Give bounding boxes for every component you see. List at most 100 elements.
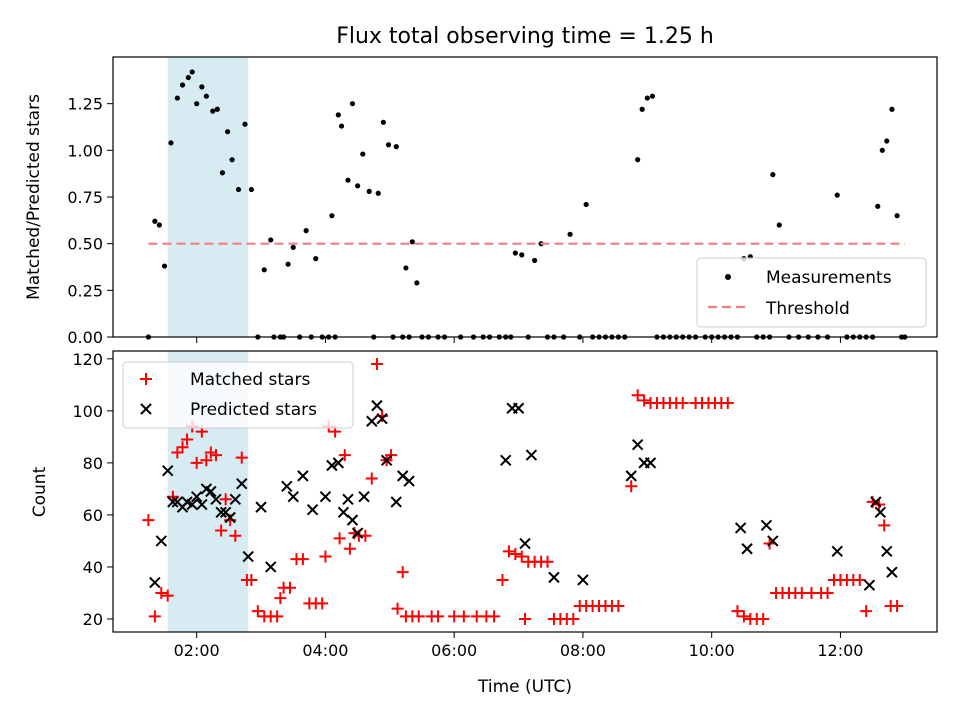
y-tick-label: 1.00: [67, 141, 103, 160]
x-tick-label: 02:00: [174, 641, 220, 660]
matched-star-point: [161, 589, 174, 602]
y-tick-label: 40: [83, 558, 103, 577]
measurement-point: [884, 138, 890, 144]
measurement-point: [235, 186, 242, 193]
measurement-point: [644, 95, 650, 101]
predicted-star-point: [831, 545, 843, 558]
bottom-axes: Time (UTC) Count 20 40 60 80 100 120 02:00 04:0…: [30, 350, 938, 697]
predicted-star-point: [210, 493, 222, 506]
predicted-star-point: [767, 535, 779, 547]
predicted-star-point: [625, 470, 637, 482]
measurement-point: [894, 213, 900, 219]
measurement-point: [219, 170, 226, 176]
measurement-point: [329, 213, 335, 219]
predicted-star-point: [167, 496, 179, 508]
top-axes-frame: [112, 56, 938, 338]
predicted-star-point: [319, 490, 332, 503]
measurement-point: [229, 157, 235, 163]
matched-star-point: [171, 446, 184, 459]
predicted-star-point: [874, 506, 887, 519]
measurement-point: [203, 93, 209, 99]
predicted-star-point: [886, 566, 898, 578]
top-legend: Measurements Threshold: [696, 257, 927, 328]
matched-star-point: [676, 397, 689, 410]
matched-star-point: [567, 612, 580, 625]
predicted-star-point: [525, 449, 538, 461]
matched-star-point: [229, 529, 242, 542]
measurement-point: [879, 147, 885, 153]
measurement-point: [889, 106, 895, 112]
measurement-point: [567, 231, 573, 237]
y-tick-label: 80: [83, 454, 103, 473]
measurement-point: [242, 121, 248, 127]
bottom-y-axis-label: Count: [30, 466, 50, 517]
bottom-x-axis-label: Time (UTC): [477, 677, 572, 697]
matched-star-point: [612, 599, 625, 612]
matched-star-point: [541, 555, 554, 568]
matched-star-point: [338, 449, 351, 462]
legend-measurements-label: Measurements: [766, 268, 892, 288]
matched-star-point: [319, 550, 332, 563]
matched-star-point: [515, 550, 528, 563]
matched-star-point: [457, 610, 470, 623]
matched-star-point: [296, 553, 309, 566]
highlight-span: [167, 57, 249, 337]
matched-star-point: [860, 605, 873, 618]
measurement-point: [303, 228, 309, 234]
measurement-point: [366, 188, 372, 194]
matched-star-point: [757, 612, 770, 625]
measurement-point: [338, 123, 345, 129]
x-tick-label: 08:00: [560, 641, 606, 660]
measurement-point: [199, 84, 205, 90]
measurement-point: [834, 192, 840, 198]
predicted-star-point: [287, 490, 299, 503]
predicted-star-point: [870, 496, 882, 508]
predicted-star-point: [215, 506, 227, 519]
predicted-star-point: [548, 571, 560, 584]
bottom-ticks-layer: 20 40 60 80 100 120 02:00 04:00 06:00 08:00 10:00 1…: [72, 350, 863, 660]
measurement-point: [375, 190, 381, 196]
top-axes: Flux total observing time = 1.25 h Match…: [24, 24, 938, 347]
predicted-star-point: [499, 454, 512, 466]
legend-matched-label: Matched stars: [190, 370, 310, 390]
measurement-point: [290, 244, 296, 250]
matched-star-point: [245, 573, 258, 586]
measurement-point: [519, 252, 525, 258]
matched-star-point: [853, 573, 866, 586]
matched-star-point: [271, 610, 284, 623]
y-tick-label: 0.50: [67, 235, 103, 254]
measurement-point: [156, 222, 162, 228]
measurement-point: [380, 119, 386, 125]
predicted-star-point: [236, 477, 248, 490]
predicted-star-point: [644, 457, 657, 469]
matched-star-point: [219, 493, 232, 506]
matched-star-point: [215, 524, 228, 537]
bottom-legend: Matched stars Predicted stars: [122, 361, 354, 429]
matched-star-point: [316, 597, 329, 610]
predicted-star-point: [255, 501, 267, 513]
measurement-point: [194, 101, 200, 107]
matched-star-point: [412, 610, 425, 623]
matched-star-point: [204, 446, 217, 459]
matched-star-point: [190, 456, 203, 469]
predicted-star-point: [224, 511, 236, 524]
matched-star-point: [251, 605, 264, 618]
matched-star-point: [343, 542, 356, 555]
matched-star-point: [821, 586, 834, 599]
matched-star-point: [370, 358, 383, 371]
measurement-point: [393, 144, 399, 150]
matched-star-point: [274, 592, 287, 605]
predicted-star-point: [881, 545, 893, 558]
predicted-star-point: [519, 537, 531, 550]
top-y-axis-label: Matched/Predicted stars: [24, 94, 44, 300]
predicted-star-point: [196, 498, 208, 511]
measurement-point: [403, 265, 409, 271]
measurement-point: [776, 222, 782, 228]
matched-star-point: [631, 389, 644, 402]
measurement-point: [414, 280, 420, 286]
matched-star-point: [284, 581, 297, 594]
measurement-point: [385, 142, 392, 148]
predicted-star-point: [229, 493, 242, 506]
